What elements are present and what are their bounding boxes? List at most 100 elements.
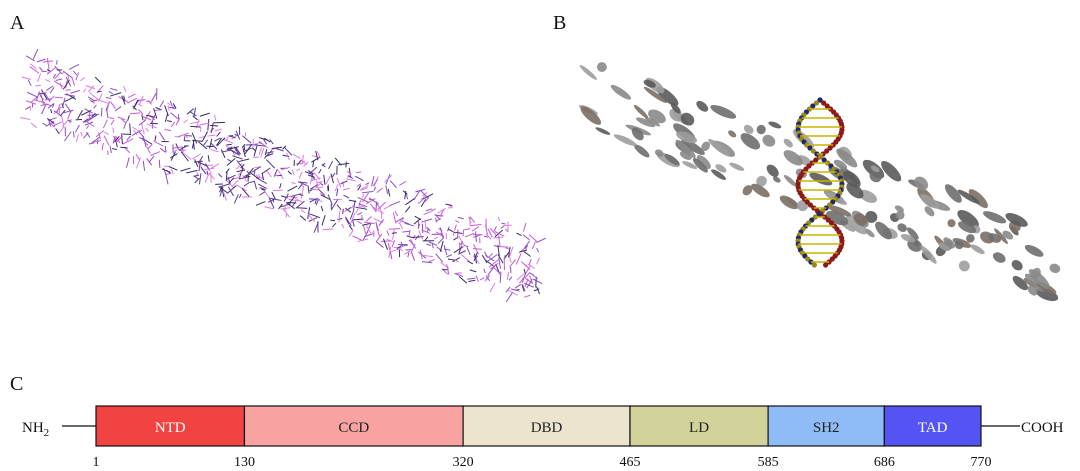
dna-strand <box>816 211 822 217</box>
bond <box>208 172 216 180</box>
bond <box>40 91 47 94</box>
bond <box>63 131 72 142</box>
bond <box>259 187 265 190</box>
bond <box>56 103 61 114</box>
ribbon-segment <box>701 141 711 152</box>
bond <box>383 238 389 250</box>
bond <box>210 142 218 150</box>
domain-name: TAD <box>918 420 948 436</box>
bond <box>69 118 72 124</box>
bond <box>207 155 210 162</box>
bond <box>297 181 308 184</box>
bond <box>391 232 397 234</box>
bond <box>121 118 126 123</box>
bond <box>164 172 169 185</box>
bond <box>307 207 311 219</box>
bond <box>406 235 413 239</box>
bond <box>439 227 445 239</box>
ribbon-segment <box>970 244 985 255</box>
ribbon-segment <box>858 189 877 203</box>
bond <box>505 228 509 233</box>
bond <box>190 111 197 117</box>
bond <box>164 128 172 131</box>
ribbon-segment <box>636 117 656 128</box>
bond <box>36 58 46 63</box>
n-terminus-subscript: 2 <box>44 427 50 439</box>
bond <box>235 147 241 155</box>
bond <box>352 235 364 242</box>
bond <box>89 92 99 100</box>
domain-name: CCD <box>338 420 369 436</box>
bond <box>531 241 536 250</box>
position-label: 320 <box>453 455 474 470</box>
bond <box>86 115 97 123</box>
bond <box>505 292 514 303</box>
bond <box>251 166 262 173</box>
bond <box>342 209 349 212</box>
bond <box>443 248 451 251</box>
ribbon-segment <box>958 260 970 272</box>
bond <box>445 203 453 206</box>
bond <box>228 177 235 184</box>
bond <box>283 146 293 156</box>
bond <box>110 119 115 126</box>
bond <box>493 245 499 248</box>
bond <box>487 228 493 238</box>
bond <box>97 90 102 93</box>
bond <box>167 105 170 111</box>
bond <box>386 238 394 243</box>
bond <box>120 133 132 135</box>
bond <box>197 155 204 165</box>
bond <box>141 123 145 135</box>
bond <box>30 63 37 70</box>
bond <box>269 139 274 145</box>
bond <box>88 85 95 93</box>
bond <box>404 250 411 255</box>
bond <box>331 199 339 210</box>
bond <box>279 183 282 189</box>
bond <box>404 205 411 213</box>
bond <box>253 145 258 157</box>
bond <box>46 66 57 75</box>
bond <box>192 139 195 150</box>
bond <box>493 266 502 276</box>
bond <box>110 87 118 91</box>
ribbon-segment <box>895 210 905 220</box>
domain-name: LD <box>689 420 709 436</box>
bond <box>360 186 369 191</box>
bond <box>358 205 366 209</box>
bond <box>337 162 350 166</box>
bond <box>280 166 291 171</box>
ribbon-segment <box>676 131 698 144</box>
bond <box>202 139 209 147</box>
bond <box>421 229 430 234</box>
bond <box>336 188 339 196</box>
bond <box>387 242 391 251</box>
bond <box>219 186 224 197</box>
bond <box>63 70 73 79</box>
bond <box>186 108 194 115</box>
bond <box>105 101 111 111</box>
bond <box>426 228 430 233</box>
bond <box>422 193 434 200</box>
bond <box>218 186 229 194</box>
bond <box>127 97 138 104</box>
bond <box>522 222 527 232</box>
bond <box>34 99 46 104</box>
bond <box>309 178 313 185</box>
bond <box>138 109 144 115</box>
bond <box>193 107 197 118</box>
bond <box>421 261 433 264</box>
bond <box>420 190 429 199</box>
bond <box>298 171 303 179</box>
bond <box>233 194 239 204</box>
bond <box>366 222 372 234</box>
ribbon-segment <box>631 127 644 141</box>
bond <box>411 252 416 261</box>
bond <box>170 168 174 175</box>
bond <box>225 136 229 141</box>
bond <box>485 224 488 235</box>
bond <box>240 163 245 169</box>
bond <box>508 254 512 263</box>
bond <box>112 135 117 141</box>
